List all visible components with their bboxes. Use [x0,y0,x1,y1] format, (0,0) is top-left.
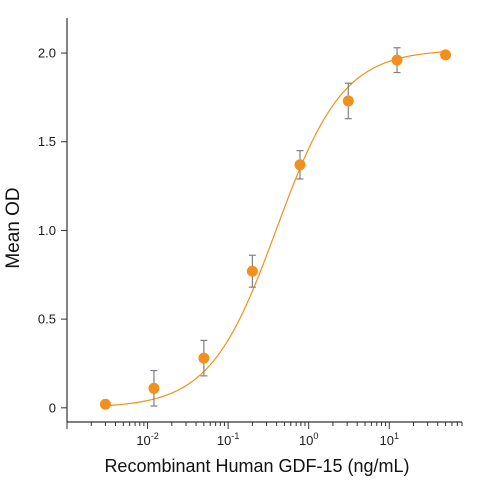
point-layer [99,49,452,410]
x-tick-label: 100 [299,431,318,448]
data-point [198,352,210,364]
label-layer: 0 0.5 1.0 1.5 2.0 10-2 10-1 100 101 [38,46,399,448]
data-point [294,159,306,171]
y-tick-label: 1.0 [38,223,56,238]
data-point [391,54,403,66]
data-point [440,49,452,61]
errorbar-layer [150,47,401,407]
axes [61,18,463,429]
y-tick-label: 0 [49,400,56,415]
data-point [99,398,111,410]
y-tick-label: 1.5 [38,134,56,149]
x-tick-label: 10-2 [136,431,158,448]
fit-curve-layer [105,51,446,407]
x-tick-label: 10-1 [217,431,239,448]
data-point [148,382,160,394]
y-tick-label: 0.5 [38,312,56,327]
fit-curve [105,51,446,407]
data-point [342,95,354,107]
x-axis-title: Recombinant Human GDF-15 (ng/mL) [104,456,409,476]
data-point [246,265,258,277]
y-axis-title: Mean OD [3,187,24,268]
x-tick-label: 101 [380,431,399,448]
y-tick-label: 2.0 [38,46,56,61]
